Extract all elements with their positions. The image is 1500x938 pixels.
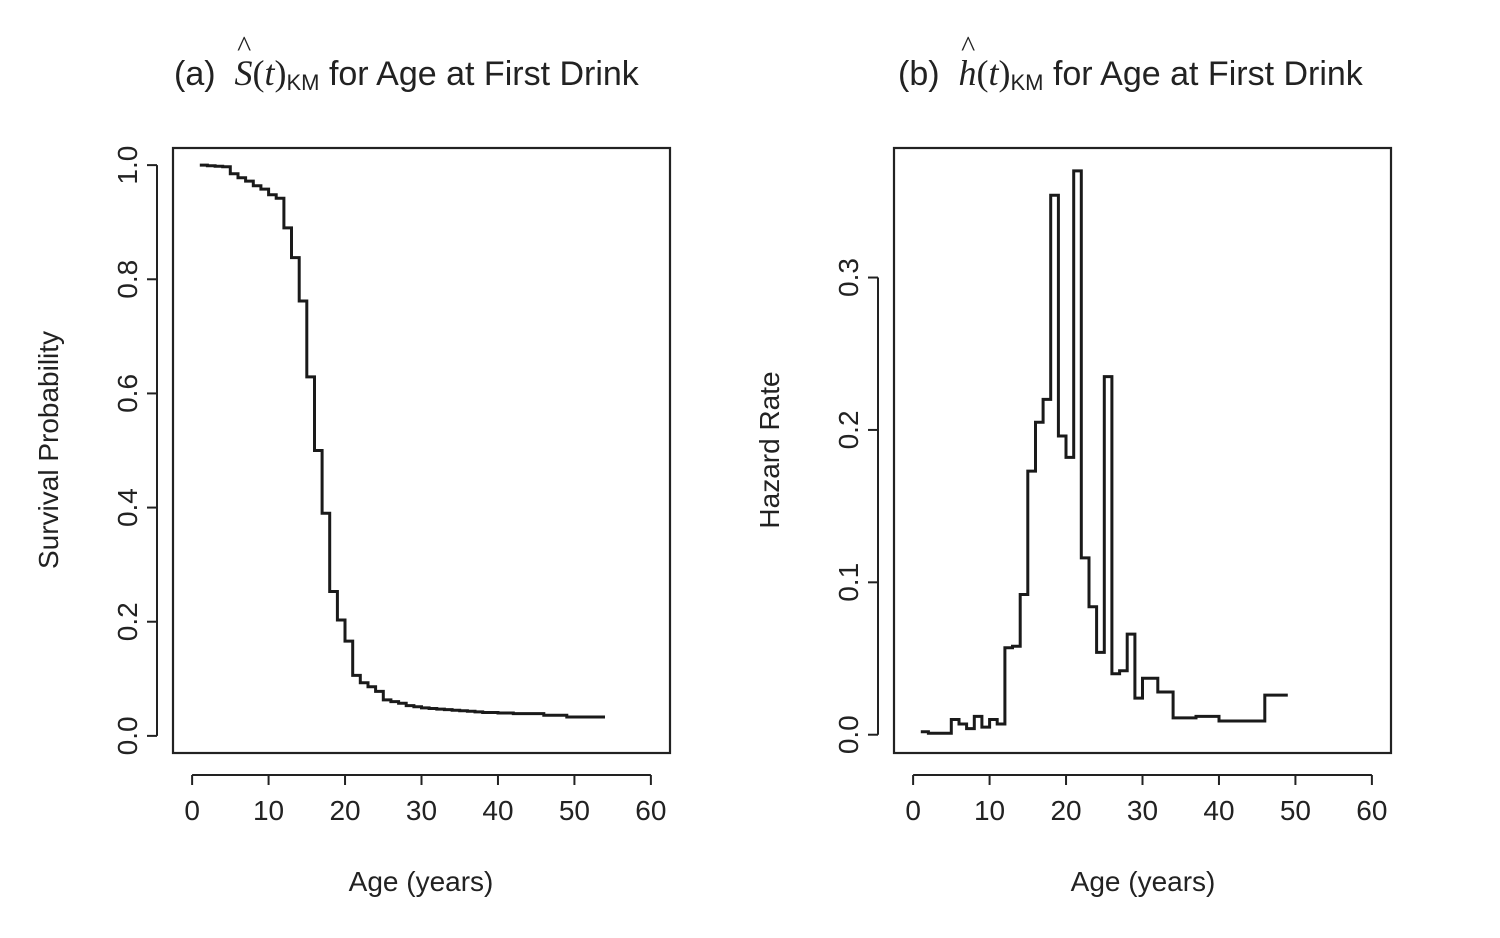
chart-b-title-close: )	[998, 53, 1011, 93]
y-tick-label: 0.8	[112, 260, 143, 299]
chart-a-title-close: )	[274, 53, 287, 93]
chart-a-title: (a) ^ S(t)KM for Age at First Drink	[174, 30, 639, 96]
y-tick-label: 0.0	[833, 715, 864, 754]
chart-b-title-subscript: KM	[1010, 70, 1044, 95]
y-tick-label: 0.0	[112, 716, 143, 755]
x-tick-label: 40	[482, 795, 513, 826]
x-tick-label: 50	[1280, 795, 1311, 826]
y-tick-label: 0.3	[833, 258, 864, 297]
panel-hazard: 0 10 20 30 40 50 60 0.0 0.1 0.2 0.3 Age (years) H…	[754, 146, 1393, 897]
chart-b-title-symbol: ^ h	[958, 30, 977, 93]
y-axis-label-a: Survival Probability	[33, 331, 64, 569]
survival-step-line	[199, 163, 605, 719]
hazard-step-line	[920, 169, 1288, 735]
x-tick-label: 60	[1356, 795, 1387, 826]
y-tick-label: 0.4	[112, 488, 143, 527]
chart-b-title: (b) ^ h(t)KM for Age at First Drink	[898, 30, 1363, 96]
chart-a-title-suffix: for Age at First Drink	[328, 55, 639, 93]
chart-a-title-subscript: KM	[286, 70, 320, 95]
x-axis-label-a: Age (years)	[349, 866, 494, 897]
x-tick-label: 30	[406, 795, 437, 826]
x-tick-label: 0	[905, 795, 921, 826]
y-tick-label: 1.0	[112, 146, 143, 185]
panel-survival: 0 10 20 30 40 50 60 0.0 0.2 0.4 0.6 0.8 1.0 Age (ye…	[33, 146, 672, 897]
chart-b-title-open: (	[976, 53, 989, 93]
chart-a-title-arg: t	[264, 53, 275, 93]
x-tick-label: 40	[1203, 795, 1234, 826]
chart-b-title-arg: t	[988, 53, 999, 93]
y-axis-b: 0.0 0.1 0.2 0.3	[833, 258, 879, 754]
x-tick-label: 30	[1127, 795, 1158, 826]
chart-a-title-symbol: ^ S	[234, 30, 253, 93]
plot-frame-a	[171, 146, 672, 755]
chart-b-title-hat: ^	[961, 30, 976, 63]
x-tick-label: 10	[253, 795, 284, 826]
y-axis-a: 0.0 0.2 0.4 0.6 0.8 1.0	[112, 146, 158, 755]
x-tick-label: 0	[184, 795, 200, 826]
x-tick-label: 50	[559, 795, 590, 826]
x-axis-label-b: Age (years)	[1071, 866, 1216, 897]
y-axis-label-b: Hazard Rate	[754, 371, 785, 528]
chart-b-title-suffix: for Age at First Drink	[1052, 55, 1363, 93]
x-tick-label: 20	[1050, 795, 1081, 826]
chart-a-title-hat: ^	[237, 30, 252, 63]
x-tick-label: 60	[635, 795, 666, 826]
x-tick-label: 20	[329, 795, 360, 826]
y-tick-label: 0.2	[833, 410, 864, 449]
y-tick-label: 0.6	[112, 374, 143, 413]
x-axis-b: 0 10 20 30 40 50 60	[905, 774, 1387, 826]
chart-a-title-open: (	[252, 53, 265, 93]
x-tick-label: 10	[974, 795, 1005, 826]
y-tick-label: 0.2	[112, 602, 143, 641]
chart-b-title-prefix: (b)	[898, 55, 940, 93]
y-tick-label: 0.1	[833, 563, 864, 602]
plot-frame-b	[892, 146, 1393, 755]
x-axis-a: 0 10 20 30 40 50 60	[184, 774, 666, 826]
chart-a-title-prefix: (a)	[174, 55, 216, 93]
